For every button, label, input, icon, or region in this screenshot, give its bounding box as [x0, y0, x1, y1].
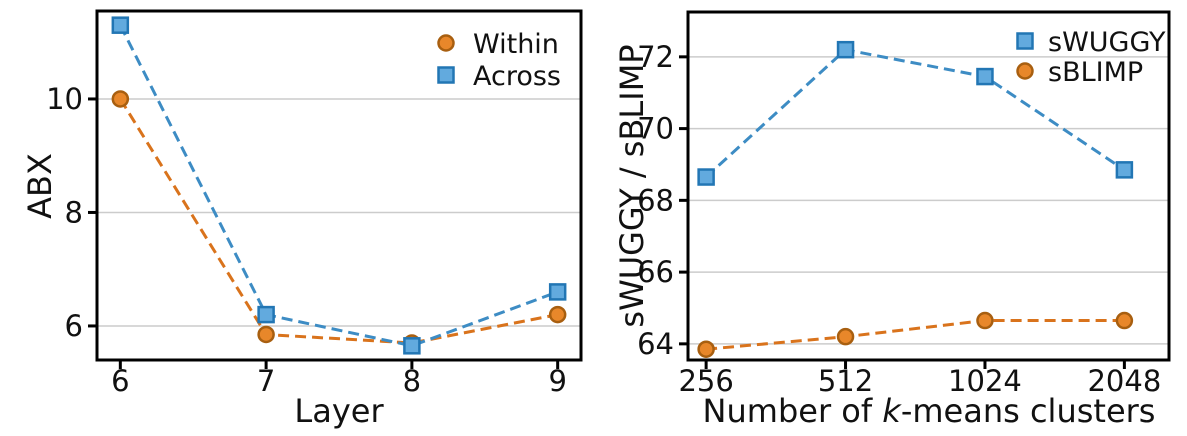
data-point-marker: [836, 327, 855, 346]
y-tick-label: 64: [637, 327, 674, 361]
legend-marker-within: [437, 34, 455, 52]
data-point-marker: [836, 40, 855, 59]
y-tick-label: 10: [46, 82, 83, 116]
legend-marker-sblimp: [1016, 62, 1034, 80]
plot-frame: [95, 9, 583, 362]
x-tick-label: 512: [818, 364, 873, 398]
y-axis-label: sWUGGY / sBLIMP: [613, 44, 651, 327]
legend-label-swuggy: sWUGGY: [1048, 27, 1166, 58]
legend-label-within: Within: [473, 29, 559, 60]
y-tick-label: 66: [637, 255, 674, 289]
x-tick-label: 256: [678, 364, 733, 398]
y-axis-label: ABX: [21, 153, 59, 219]
legend-marker-across: [437, 66, 455, 84]
x-axis-label: Layer: [294, 392, 384, 430]
series-line-across: [118, 24, 559, 348]
data-point-marker: [403, 337, 421, 355]
x-tick-label: 9: [548, 364, 566, 398]
data-point-marker: [111, 90, 130, 108]
plot-frame: [686, 10, 1171, 362]
x-axis-label: Number of k-means clusters: [703, 392, 1156, 430]
y-tick-label: 68: [637, 183, 674, 217]
x-tick-label: 1024: [948, 364, 1022, 398]
data-point-marker: [976, 67, 994, 86]
y-tick-label: 72: [637, 40, 674, 74]
y-tick-label: 8: [65, 195, 83, 229]
legend-label-sblimp: sBLIMP: [1048, 57, 1143, 88]
data-point-marker: [1115, 311, 1134, 330]
x-tick-label: 8: [403, 364, 421, 398]
data-point-marker: [697, 340, 715, 358]
data-point-marker: [257, 325, 275, 344]
x-tick-label: 2048: [1087, 364, 1161, 398]
legend-label-across: Across: [473, 61, 561, 92]
y-tick-label: 6: [65, 309, 83, 343]
series-line-sblimp: [705, 319, 1125, 351]
swuggy-sblimp-chart: 256 512 1024 2048 64 66 68 70 72 Number of k-mean…: [613, 10, 1171, 430]
data-point-marker: [257, 305, 275, 324]
data-point-marker: [548, 305, 567, 324]
data-point-marker: [548, 283, 567, 301]
y-tick-label: 70: [637, 112, 674, 146]
x-tick-label: 6: [111, 364, 129, 398]
data-point-marker: [976, 311, 994, 330]
data-point-marker: [697, 168, 715, 186]
x-tick-label: 7: [257, 364, 275, 398]
data-point-marker: [111, 16, 130, 34]
series-line-swuggy: [705, 48, 1126, 179]
legend-marker-swuggy: [1016, 32, 1034, 50]
series-line-within: [119, 98, 558, 345]
data-point-marker: [1115, 161, 1134, 179]
